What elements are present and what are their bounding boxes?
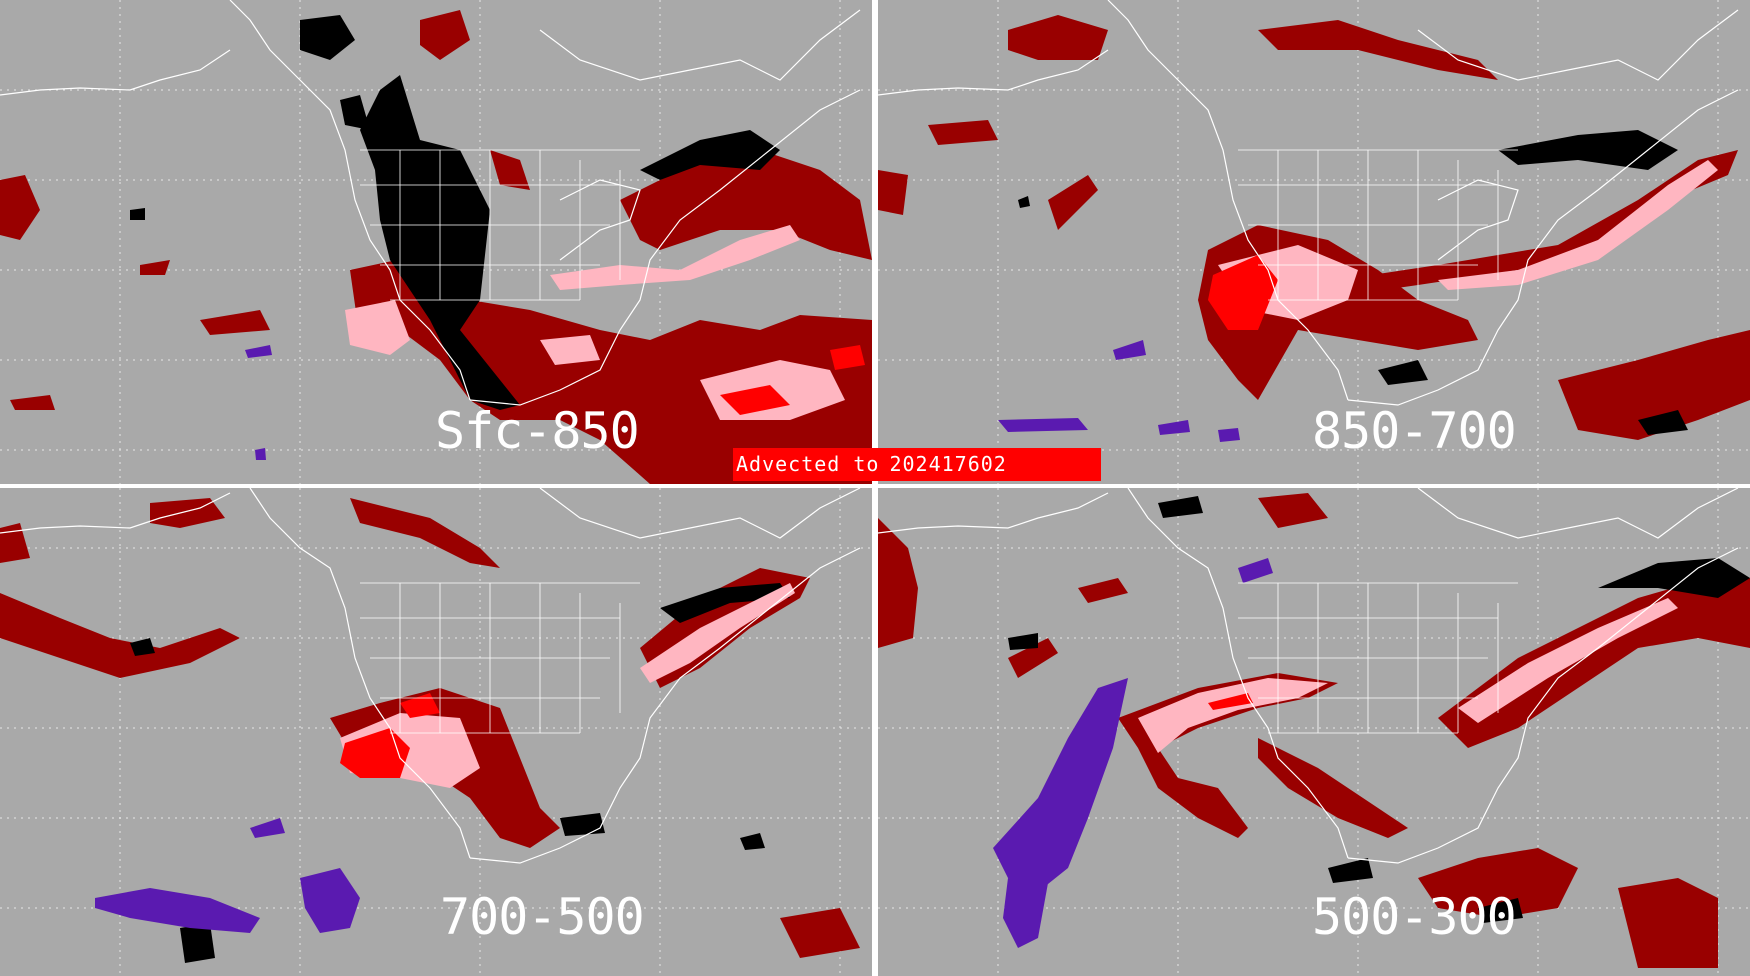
pink-region xyxy=(1138,598,1678,753)
panel-label: Sfc-850 xyxy=(435,402,640,460)
advected-banner: Advected to 202417602 xyxy=(733,448,1101,481)
red-region xyxy=(720,345,865,415)
panel-850-700: 850-700 xyxy=(878,0,1750,484)
state-borders xyxy=(1238,149,1518,301)
panel-700-500: 700-500 xyxy=(0,488,872,976)
horizontal-divider xyxy=(0,484,1750,488)
purple-region xyxy=(993,558,1273,948)
panel-label: 500-300 xyxy=(1312,888,1517,946)
dark-red-region xyxy=(0,10,872,484)
red-region xyxy=(1208,693,1253,710)
banner-prefix: Advected to xyxy=(736,452,880,476)
vertical-divider xyxy=(872,0,878,976)
state-borders xyxy=(360,582,640,734)
red-region xyxy=(1208,255,1278,330)
state-borders xyxy=(1238,582,1518,734)
purple-region xyxy=(245,345,272,460)
black-region xyxy=(1008,496,1750,923)
panel-500-300-map xyxy=(878,488,1750,976)
panel-sfc-850-map xyxy=(0,0,872,484)
red-region xyxy=(340,693,440,778)
banner-timestamp: 202417602 xyxy=(889,452,1007,476)
coastline xyxy=(878,0,1739,406)
panel-sfc-850: Sfc-850 xyxy=(0,0,872,484)
panel-label: 850-700 xyxy=(1312,402,1517,460)
purple-region xyxy=(95,818,360,933)
purple-region xyxy=(998,340,1240,442)
state-borders xyxy=(360,149,640,301)
dark-red-region xyxy=(878,493,1750,968)
coastline xyxy=(878,488,1739,864)
coastline xyxy=(0,488,861,864)
panel-700-500-map xyxy=(0,488,872,976)
panel-850-700-map xyxy=(878,0,1750,484)
panel-label: 700-500 xyxy=(440,888,645,946)
coastline xyxy=(0,0,861,406)
panel-500-300: 500-300 xyxy=(878,488,1750,976)
black-region xyxy=(1018,130,1688,435)
black-region xyxy=(130,583,790,963)
